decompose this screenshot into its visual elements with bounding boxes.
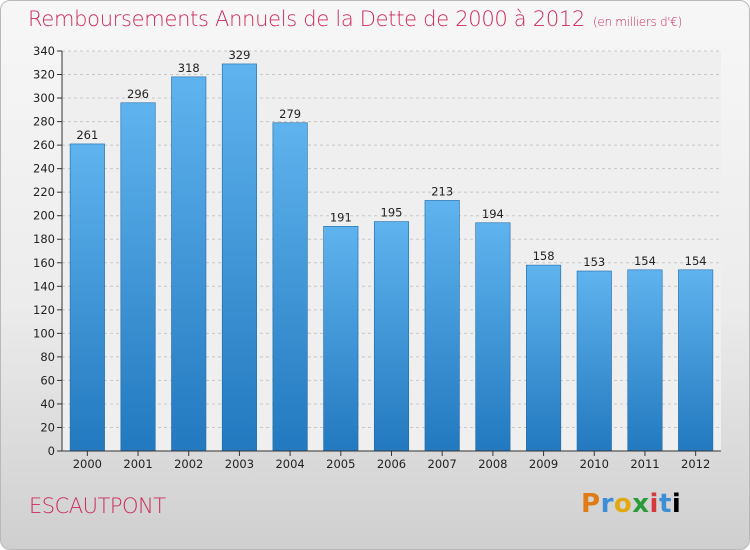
x-tick-label: 2008 <box>478 457 507 471</box>
x-tick-label: 2003 <box>225 457 254 471</box>
logo-letter: i <box>671 489 682 519</box>
logo-letter: t <box>658 489 672 519</box>
bar-value-label: 195 <box>381 206 403 220</box>
bar-2002 <box>171 76 207 452</box>
y-tick-label: 200 <box>33 209 55 223</box>
proxiti-logo: Proxiti <box>581 489 681 519</box>
logo-letter: r <box>600 489 614 519</box>
place-name: ESCAUTPONT <box>29 494 166 518</box>
x-tick-label: 2009 <box>529 457 558 471</box>
y-tick-label: 320 <box>33 68 55 82</box>
bar-2004 <box>272 122 308 452</box>
y-tick-label: 40 <box>40 397 55 411</box>
bar-value-label: 154 <box>685 254 707 268</box>
y-tick-label: 160 <box>33 256 55 270</box>
bar-2007 <box>424 200 460 452</box>
bar-value-label: 158 <box>533 249 555 263</box>
bar-2012 <box>678 269 714 452</box>
x-tick-label: 2011 <box>630 457 659 471</box>
bar-2010 <box>576 270 612 452</box>
bar-value-label: 213 <box>431 184 453 198</box>
y-tick-label: 220 <box>33 185 55 199</box>
bar-2003 <box>221 63 257 452</box>
y-tick-label: 240 <box>33 162 55 176</box>
bar-value-label: 153 <box>583 255 605 269</box>
bar-2011 <box>627 269 663 452</box>
bar-2005 <box>323 225 359 452</box>
x-tick-label: 2006 <box>377 457 406 471</box>
bar-value-label: 329 <box>228 48 250 62</box>
bar-value-label: 154 <box>634 254 656 268</box>
x-tick-label: 2007 <box>428 457 457 471</box>
x-tick-label: 2005 <box>326 457 355 471</box>
x-tick-label: 2012 <box>681 457 710 471</box>
y-tick-label: 280 <box>33 115 55 129</box>
x-tick-label: 2000 <box>73 457 102 471</box>
y-tick-label: 20 <box>40 420 55 434</box>
bar-2006 <box>373 221 410 452</box>
chart-subtitle: (en milliers d'€) <box>593 15 683 29</box>
logo-letter: P <box>581 489 601 519</box>
y-tick-label: 260 <box>33 138 55 152</box>
bar-value-label: 191 <box>330 210 352 224</box>
y-tick-label: 100 <box>33 326 55 340</box>
y-tick-label: 180 <box>33 232 55 246</box>
logo-letter: i <box>649 489 659 519</box>
bar-2009 <box>526 264 562 452</box>
bar-value-label: 318 <box>178 61 200 75</box>
bar-value-label: 279 <box>279 107 301 121</box>
bar-value-label: 261 <box>76 128 98 142</box>
y-tick-label: 60 <box>40 373 55 387</box>
chart-title-text: Remboursements Annuels de la Dette de 20… <box>28 7 585 31</box>
bar-2000 <box>69 143 105 452</box>
chart-title: Remboursements Annuels de la Dette de 20… <box>28 7 682 31</box>
y-tick-label: 300 <box>33 91 55 105</box>
logo-letter: x <box>632 489 650 519</box>
bar-2008 <box>475 222 511 452</box>
x-tick-label: 2010 <box>580 457 609 471</box>
logo-letter: o <box>613 489 633 519</box>
x-tick-label: 2001 <box>123 457 152 471</box>
bar-value-label: 194 <box>482 207 504 221</box>
y-tick-label: 0 <box>48 444 55 458</box>
y-tick-label: 340 <box>33 44 55 58</box>
y-tick-label: 140 <box>33 279 55 293</box>
y-tick-label: 120 <box>33 303 55 317</box>
bar-value-label: 296 <box>127 87 149 101</box>
y-tick-label: 80 <box>40 350 55 364</box>
bar-2001 <box>120 102 156 452</box>
x-tick-label: 2002 <box>174 457 203 471</box>
x-tick-label: 2004 <box>275 457 304 471</box>
